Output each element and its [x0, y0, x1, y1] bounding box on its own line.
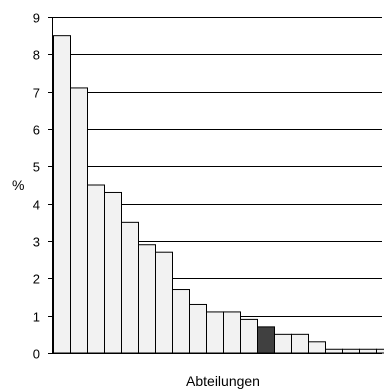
y-tick-label-6: 6: [33, 123, 40, 138]
bar-17: [325, 348, 343, 354]
bar-18: [342, 348, 360, 354]
bar-9: [189, 303, 207, 354]
bar-8: [172, 289, 190, 354]
bar-2: [70, 87, 88, 354]
bar-15: [291, 333, 309, 354]
y-tick-label-4: 4: [33, 198, 40, 213]
y-tick-label-2: 2: [33, 272, 40, 287]
y-tick-label-9: 9: [33, 11, 40, 26]
y-tick-label-8: 8: [33, 48, 40, 63]
bar-10: [206, 311, 224, 354]
bar-14: [274, 333, 292, 354]
bar-13: [257, 326, 275, 354]
y-tick-label-1: 1: [33, 310, 40, 325]
bar-20: [376, 348, 384, 354]
bar-19: [359, 348, 377, 354]
y-tick-label-0: 0: [33, 347, 40, 362]
bar-16: [308, 341, 326, 354]
bar-12: [240, 318, 258, 354]
bar-11: [223, 311, 241, 354]
bar-7: [155, 251, 173, 354]
y-axis-label: %: [12, 177, 24, 193]
bar-3: [87, 184, 105, 354]
bar-5: [121, 221, 139, 354]
y-tick-labels: 0 1 2 3 4 5 6 7 8 9: [33, 11, 40, 362]
y-tick-label-3: 3: [33, 235, 40, 250]
bar-4: [104, 191, 122, 354]
bars: [53, 35, 384, 354]
x-axis-label: Abteilungen: [186, 373, 260, 389]
y-tick-label-5: 5: [33, 160, 40, 175]
bar-6: [138, 244, 156, 354]
axes: [48, 17, 382, 354]
y-tick-label-7: 7: [33, 86, 40, 101]
bar-1: [53, 35, 71, 354]
